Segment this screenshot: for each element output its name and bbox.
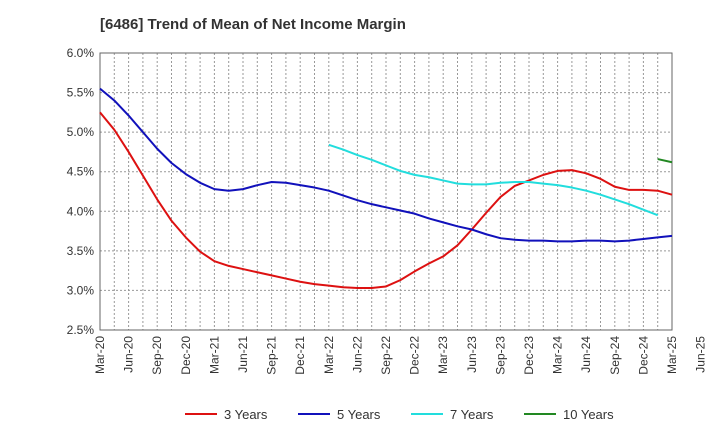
y-tick-label: 6.0%	[67, 46, 95, 60]
x-tick-label: Dec-21	[293, 336, 307, 375]
x-tick-label: Dec-20	[179, 336, 193, 375]
x-tick-label: Jun-25	[694, 336, 708, 373]
x-tick-label: Jun-24	[579, 336, 593, 373]
y-tick-label: 3.5%	[67, 244, 95, 258]
x-tick-label: Jun-23	[465, 336, 479, 373]
legend-label-5-years: 5 Years	[337, 407, 381, 422]
series-line-10-years	[657, 158, 673, 164]
x-tick-label: Jun-21	[236, 336, 250, 373]
y-tick-label: 5.0%	[67, 125, 95, 139]
x-tick-label: Sep-24	[608, 336, 622, 375]
y-tick-label: 5.5%	[67, 86, 95, 100]
x-tick-label: Mar-20	[93, 336, 107, 374]
x-tick-label: Mar-25	[665, 336, 679, 374]
series-line-7-years	[328, 143, 659, 217]
plot-frame	[99, 52, 673, 331]
series-lines	[99, 87, 673, 290]
x-tick-label: Sep-21	[265, 336, 279, 375]
x-tick-label: Sep-23	[493, 336, 507, 375]
legend-label-7-years: 7 Years	[450, 407, 494, 422]
x-tick-label: Jun-20	[122, 336, 136, 373]
x-tick-label: Sep-22	[379, 336, 393, 375]
legend: 3 Years 5 Years 7 Years 10 Years	[185, 407, 614, 422]
legend-label-3-years: 3 Years	[224, 407, 268, 422]
series-line-5-years	[99, 87, 673, 243]
series-line-3-years	[99, 111, 673, 290]
x-tick-label: Mar-23	[436, 336, 450, 374]
x-tick-label: Mar-22	[322, 336, 336, 374]
axes	[99, 52, 673, 331]
x-tick-label: Dec-23	[522, 336, 536, 375]
legend-label-10-years: 10 Years	[563, 407, 614, 422]
y-tick-label: 4.0%	[67, 204, 95, 218]
x-tick-label: Jun-22	[350, 336, 364, 373]
x-axis-ticks: Mar-20 Jun-20 Sep-20 Dec-20 Mar-21 Jun-21 Sep-…	[93, 336, 708, 375]
x-tick-label: Mar-24	[551, 336, 565, 374]
x-tick-label: Dec-24	[636, 336, 650, 375]
y-tick-label: 3.0%	[67, 283, 95, 297]
chart-title: [6486] Trend of Mean of Net Income Margi…	[100, 16, 406, 33]
x-tick-label: Dec-22	[408, 336, 422, 375]
y-tick-label: 4.5%	[67, 165, 95, 179]
x-tick-label: Mar-21	[207, 336, 221, 374]
x-tick-label: Sep-20	[150, 336, 164, 375]
y-tick-label: 2.5%	[67, 323, 95, 337]
y-axis-ticks: 2.5% 3.0% 3.5% 4.0% 4.5% 5.0% 5.5% 6.0%	[67, 46, 95, 337]
